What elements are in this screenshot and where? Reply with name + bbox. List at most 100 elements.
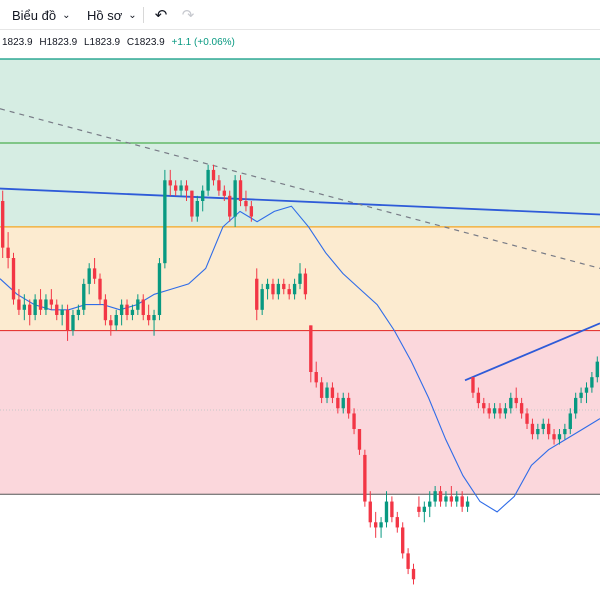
candle-body: [33, 299, 37, 315]
candle: [471, 377, 475, 398]
candle-body: [98, 278, 102, 300]
candle: [119, 299, 124, 326]
candle-body: [163, 180, 167, 264]
candle-body: [211, 169, 216, 181]
candle-body: [482, 403, 486, 409]
candle: [530, 418, 535, 440]
candle-body: [536, 429, 540, 435]
candle-body: [330, 387, 335, 398]
candle: [76, 304, 81, 321]
candle-body: [460, 496, 464, 507]
chart-toolbar: Biểu đồ ⌄ Hồ sơ ⌄ ↶ ↷: [0, 0, 600, 30]
candle-body: [38, 299, 43, 310]
candle: [163, 169, 167, 269]
candle: [109, 315, 113, 336]
candle: [87, 263, 91, 295]
candle-body: [346, 397, 351, 414]
candle-body: [584, 387, 589, 393]
undo-icon[interactable]: ↶: [154, 7, 168, 24]
candle-body: [249, 206, 254, 217]
candle: [433, 486, 437, 507]
candle-body: [103, 299, 108, 321]
candle: [590, 372, 594, 393]
candle: [28, 299, 32, 326]
redo-icon[interactable]: ↷: [181, 7, 195, 24]
candle-body: [276, 283, 281, 295]
legend-close: C1823.9: [126, 37, 165, 48]
candle-body: [384, 501, 389, 523]
candle: [11, 252, 16, 305]
profile-menu-button[interactable]: Hồ sơ ⌄: [87, 6, 137, 24]
candle-body: [265, 283, 270, 290]
candle-body: [530, 423, 535, 435]
candle-body: [238, 180, 243, 201]
candle-body: [195, 201, 199, 217]
candle-body: [22, 304, 26, 310]
candle: [525, 408, 529, 429]
candle-body: [492, 408, 497, 414]
candle: [336, 392, 340, 414]
candle-body: [179, 185, 183, 191]
candle: [228, 190, 232, 222]
candle-body: [487, 408, 491, 414]
candle: [482, 397, 486, 414]
candle: [141, 294, 145, 321]
chevron-down-icon: ⌄: [62, 9, 71, 21]
candle: [568, 408, 572, 435]
candle-body: [146, 315, 151, 321]
candle-body: [574, 397, 578, 414]
candle-body: [357, 429, 362, 450]
candle: [325, 382, 329, 404]
zone-1-band: [0, 59, 600, 143]
legend-open: 1823.9: [2, 37, 33, 48]
candle: [1, 190, 5, 258]
candle: [449, 486, 454, 507]
candle-body: [292, 283, 297, 295]
zones-layer: [0, 58, 600, 495]
candle: [428, 491, 432, 518]
candle-body: [136, 299, 140, 310]
price-chart[interactable]: [0, 30, 600, 600]
candle-body: [449, 496, 454, 502]
candle: [17, 289, 21, 315]
candle-body: [114, 315, 118, 326]
candle: [271, 278, 275, 300]
candle: [174, 180, 178, 196]
candle: [309, 325, 313, 383]
candle: [341, 392, 345, 414]
candle: [276, 278, 281, 300]
candle: [157, 258, 162, 321]
price-chart-area[interactable]: [0, 30, 600, 600]
candle-body: [65, 309, 70, 331]
candle: [298, 263, 302, 290]
candle: [563, 423, 567, 440]
candle-body: [222, 190, 226, 196]
candle-body: [417, 506, 421, 512]
candle: [444, 491, 448, 507]
candle-body: [325, 387, 329, 398]
candle-body: [44, 299, 48, 310]
candle-body: [92, 268, 97, 279]
candle: [411, 563, 416, 585]
chart-menu-button[interactable]: Biểu đồ ⌄: [12, 6, 70, 24]
candle-body: [557, 434, 562, 440]
candle-body: [71, 315, 75, 331]
candle-body: [28, 304, 32, 315]
candle-body: [1, 201, 5, 248]
candle: [71, 309, 75, 336]
candle-body: [395, 517, 399, 528]
candle: [584, 382, 589, 404]
candle-body: [303, 273, 308, 295]
candle-body: [422, 506, 426, 512]
candle-body: [201, 190, 205, 201]
candle: [103, 294, 108, 326]
candle: [152, 309, 156, 336]
upper-trendline: [0, 187, 600, 216]
candle-body: [282, 283, 286, 290]
candle-body: [141, 299, 145, 315]
candle: [498, 403, 502, 419]
chart-menu-label: Biểu đồ: [12, 7, 57, 23]
candle: [390, 496, 394, 523]
candle: [98, 273, 102, 305]
candle-body: [352, 413, 356, 429]
